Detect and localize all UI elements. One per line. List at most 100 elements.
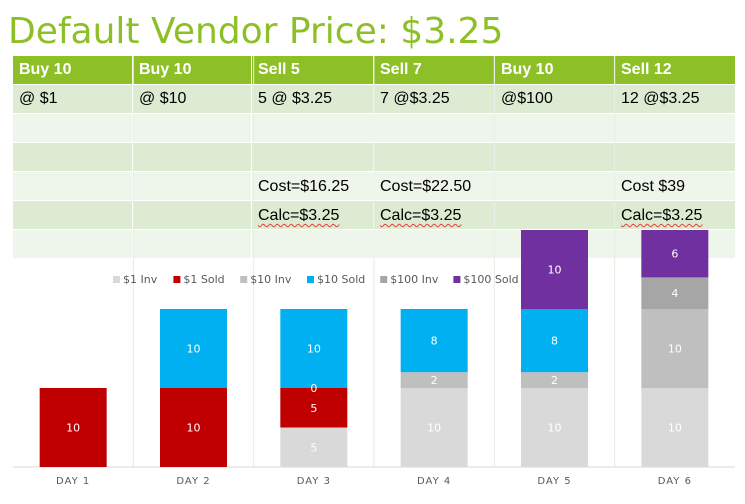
bar-segment (521, 230, 588, 309)
data-label: 10 (668, 343, 682, 356)
price-table: Buy 10 Buy 10 Sell 5 Sell 7 Buy 10 Sell … (13, 56, 735, 259)
table-cell: @ $1 (13, 85, 133, 114)
legend-swatch (307, 276, 314, 283)
bar-segment (641, 277, 709, 309)
header-cell: Sell 5 (252, 56, 374, 85)
table-cell (374, 230, 495, 259)
data-label: 4 (671, 287, 678, 300)
cost-cell: Cost $39 (615, 172, 735, 201)
table-cell (615, 114, 735, 143)
legend-swatch (173, 276, 181, 283)
bar-segment (521, 309, 588, 373)
calc-cell: Calc=$3.25 (252, 201, 374, 230)
legend-swatch (240, 276, 248, 283)
legend-label: $100 Inv (390, 273, 439, 286)
data-label: 10 (548, 264, 562, 277)
bar-segment (641, 309, 709, 388)
table-cell (133, 114, 252, 143)
table-cell: 5 @ $3.25 (252, 85, 374, 114)
legend-label: $1 Sold (183, 273, 224, 286)
bar-segment (521, 372, 588, 388)
data-label: 5 (310, 402, 317, 415)
header-cell: Sell 7 (374, 56, 495, 85)
x-tick-label: DAY 3 (297, 476, 331, 487)
table-cell (13, 114, 133, 143)
cost-cell (133, 172, 252, 201)
table-header-row: Buy 10 Buy 10 Sell 5 Sell 7 Buy 10 Sell … (13, 56, 735, 85)
table-row (13, 114, 735, 143)
cost-cell: Cost=$22.50 (374, 172, 495, 201)
cost-cell (13, 172, 133, 201)
table-cell: 7 @$3.25 (374, 85, 495, 114)
data-label: 10 (548, 422, 562, 435)
calc-cell: Calc=$3.25 (615, 201, 735, 230)
x-tick-label: DAY 1 (56, 476, 90, 487)
legend-label: $10 Inv (250, 273, 292, 286)
x-tick-label: DAY 2 (176, 476, 210, 487)
calc-cell (13, 201, 133, 230)
bar-segment (400, 388, 468, 467)
bar-segment (641, 388, 709, 467)
data-label: 2 (431, 374, 438, 387)
bar-segment (39, 388, 107, 467)
data-label: 5 (310, 441, 317, 454)
x-tick-label: DAY 6 (658, 476, 692, 487)
bar-segment (280, 388, 348, 428)
legend-swatch (113, 276, 120, 283)
bar-segment (641, 230, 709, 278)
calc-cell: Calc=$3.25 (374, 201, 495, 230)
header-cell: Sell 12 (615, 56, 735, 85)
calc-row: Calc=$3.25 Calc=$3.25 Calc=$3.25 (13, 201, 735, 230)
page-title: Default Vendor Price: $3.25 (8, 11, 504, 52)
calc-text: Calc=$3.25 (380, 207, 462, 224)
data-label: 8 (431, 335, 438, 348)
table-cell (133, 230, 252, 259)
table-cell (495, 143, 615, 172)
legend-swatch (453, 276, 461, 283)
table-cell (252, 230, 374, 259)
legend-swatch (380, 276, 388, 283)
table-cell: @$100 (495, 85, 615, 114)
legend-label: $10 Sold (317, 273, 365, 286)
data-label: 2 (551, 374, 558, 387)
data-label: 8 (551, 335, 558, 348)
table-cell (252, 143, 374, 172)
header-cell: Buy 10 (13, 56, 133, 85)
bar-segment (521, 388, 588, 467)
bar-segment (280, 309, 348, 388)
header-cell: Buy 10 (495, 56, 615, 85)
calc-text: Calc=$3.25 (621, 207, 703, 224)
bar-segment (400, 372, 468, 388)
table-cell (13, 230, 133, 259)
table-row (13, 143, 735, 172)
table-cell (374, 143, 495, 172)
bar-segment (400, 309, 468, 373)
data-label: 10 (307, 343, 321, 356)
table-cell (374, 114, 495, 143)
data-label: 10 (187, 343, 201, 356)
bar-segment (160, 309, 227, 388)
table-cell (13, 143, 133, 172)
bar-segment (160, 388, 227, 467)
cost-cell: Cost=$16.25 (252, 172, 374, 201)
calc-text: Calc=$3.25 (258, 207, 340, 224)
table-cell (615, 143, 735, 172)
x-tick-label: DAY 5 (537, 476, 571, 487)
table-cell: @ $10 (133, 85, 252, 114)
data-label: 10 (668, 422, 682, 435)
header-cell: Buy 10 (133, 56, 252, 85)
cost-row: Cost=$16.25 Cost=$22.50 Cost $39 (13, 172, 735, 201)
calc-cell (133, 201, 252, 230)
data-label: 0 (310, 382, 317, 395)
table-cell (133, 143, 252, 172)
legend-label: $100 Sold (463, 273, 518, 286)
cost-cell (495, 172, 615, 201)
data-label: 10 (427, 422, 441, 435)
data-label: 10 (187, 422, 201, 435)
data-label: 10 (66, 422, 80, 435)
table-row: @ $1 @ $10 5 @ $3.25 7 @$3.25 @$100 12 @… (13, 85, 735, 114)
legend-label: $1 Inv (123, 273, 158, 286)
table-cell: 12 @$3.25 (615, 85, 735, 114)
x-tick-label: DAY 4 (417, 476, 451, 487)
